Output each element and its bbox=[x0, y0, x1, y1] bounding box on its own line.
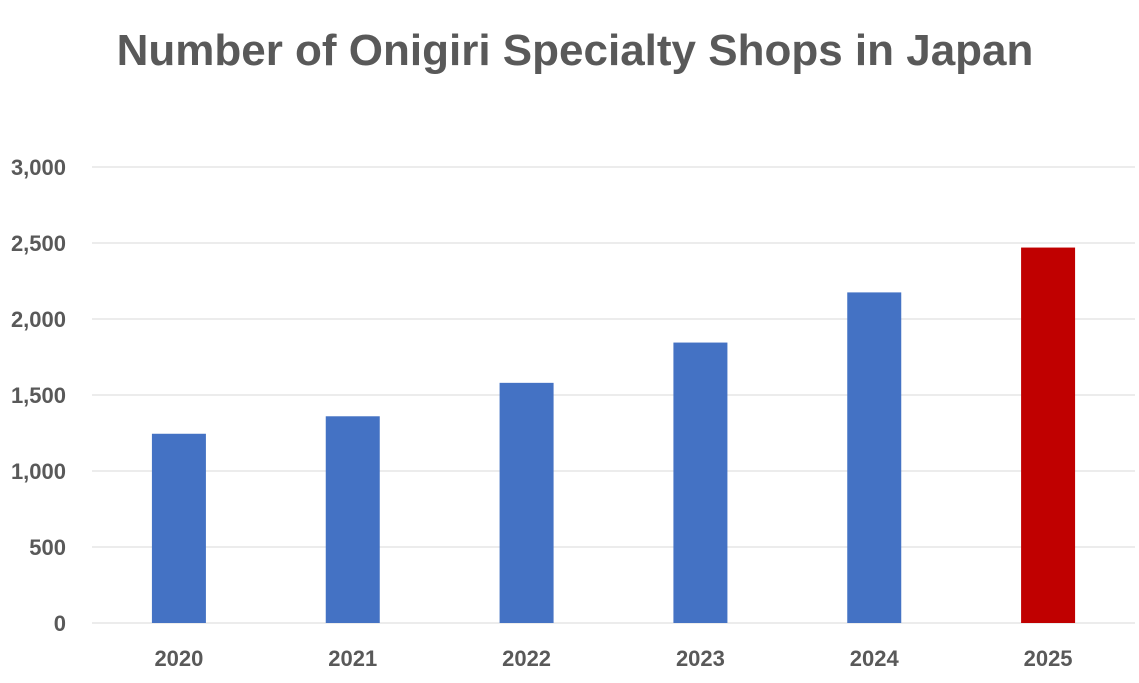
y-tick-label: 500 bbox=[29, 535, 66, 560]
x-tick-label-2022: 2022 bbox=[502, 646, 551, 671]
x-tick-label-2021: 2021 bbox=[328, 646, 377, 671]
y-tick-label: 2,500 bbox=[11, 231, 66, 256]
bar-2024 bbox=[847, 292, 902, 623]
x-tick-label-2025: 2025 bbox=[1024, 646, 1073, 671]
y-tick-label: 2,000 bbox=[11, 307, 66, 332]
bar-2022 bbox=[499, 382, 554, 623]
y-tick-label: 3,000 bbox=[11, 155, 66, 180]
y-axis-ticks: 0 500 1,000 1,500 2,000 2,500 3,000 bbox=[11, 155, 66, 636]
gridlines bbox=[92, 166, 1135, 624]
bar-2023 bbox=[673, 342, 728, 623]
bar-2021 bbox=[325, 416, 380, 623]
x-tick-label-2024: 2024 bbox=[850, 646, 900, 671]
bar-2025 bbox=[1021, 247, 1076, 623]
y-tick-label: 1,000 bbox=[11, 459, 66, 484]
y-tick-label: 1,500 bbox=[11, 383, 66, 408]
bar-2020 bbox=[151, 433, 206, 623]
x-tick-label-2023: 2023 bbox=[676, 646, 725, 671]
bars bbox=[151, 247, 1076, 623]
chart-title: Number of Onigiri Specialty Shops in Jap… bbox=[116, 26, 1034, 75]
x-axis-ticks: 2020 2021 2022 2023 2024 2025 bbox=[154, 646, 1072, 671]
y-tick-label: 0 bbox=[54, 611, 66, 636]
x-tick-label-2020: 2020 bbox=[154, 646, 203, 671]
